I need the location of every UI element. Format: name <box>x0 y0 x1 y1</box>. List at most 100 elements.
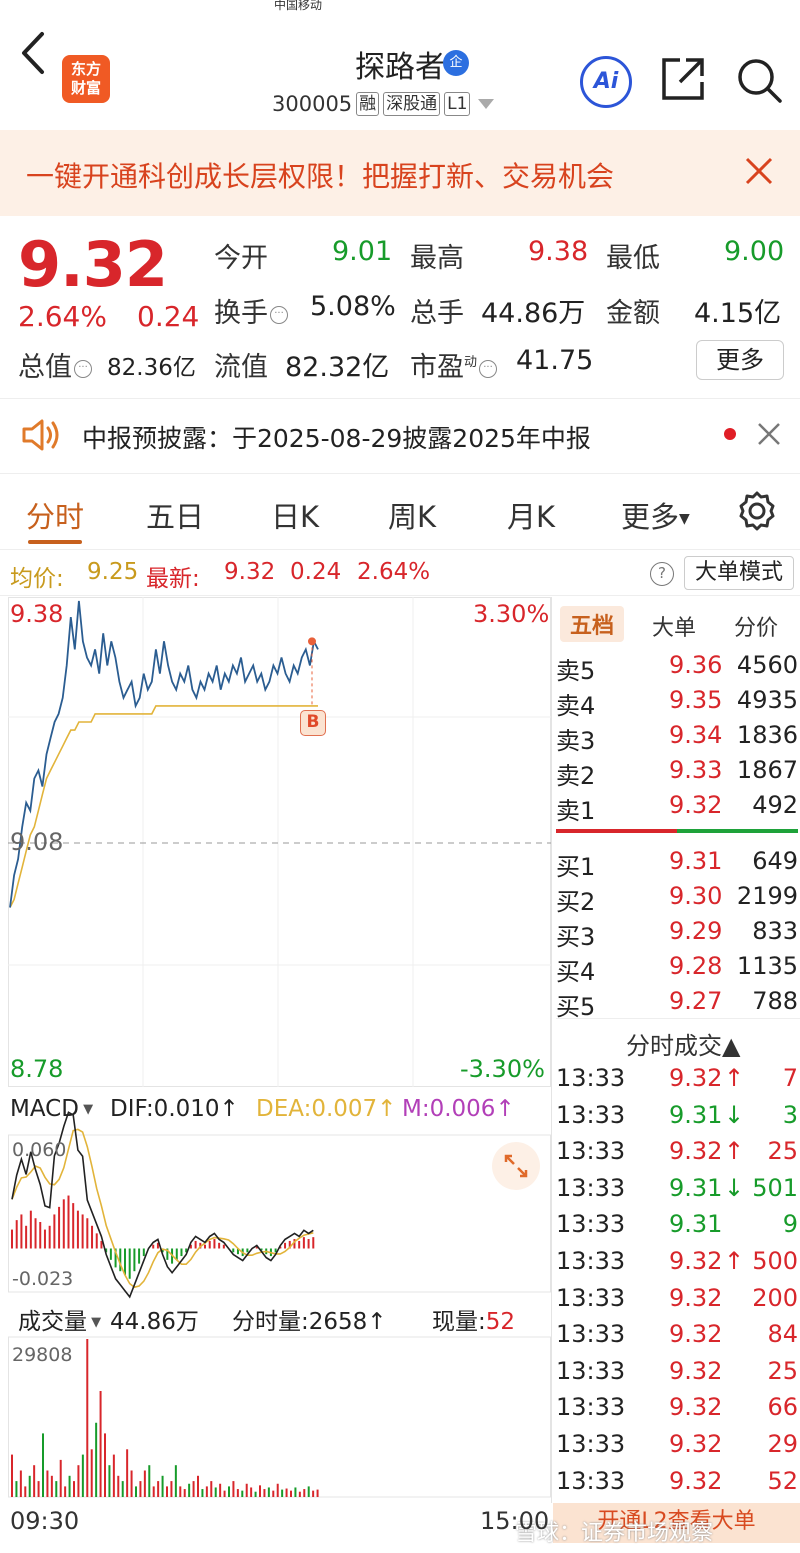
trade-volume: 52 <box>767 1466 798 1495</box>
price-grid <box>8 597 551 1087</box>
intraday-charts[interactable] <box>8 597 551 1503</box>
ask-row[interactable]: 卖2 9.33 1867 <box>556 756 798 791</box>
ask-level: 卖3 <box>556 727 596 755</box>
trade-volume: 66 <box>767 1393 798 1422</box>
trade-volume: 7 <box>782 1064 798 1092</box>
tab-more[interactable]: 更多▼ <box>621 494 690 536</box>
macd-max-label: 0.060 <box>12 1139 67 1161</box>
info-icon[interactable]: ··· <box>74 359 92 378</box>
share-icon[interactable] <box>660 56 706 102</box>
ask-row[interactable]: 卖5 9.36 4560 <box>556 651 798 686</box>
l2-upgrade-banner[interactable]: 开通L2查看大单 <box>553 1503 800 1543</box>
macd-frame <box>8 1134 551 1293</box>
last-label: 最新: <box>146 566 200 592</box>
ai-assistant-icon[interactable]: Ai <box>580 56 632 108</box>
open-value: 9.01 <box>332 236 393 267</box>
turnover-label: 换手 ··· <box>214 291 288 330</box>
buy-marker[interactable]: B <box>300 710 326 736</box>
pct-min-label: -3.30% <box>460 1055 545 1083</box>
big-order-mode-button[interactable]: 大单模式 <box>684 556 794 590</box>
info-icon[interactable]: ··· <box>479 359 498 378</box>
trade-direction: ↑ <box>724 1064 745 1092</box>
trade-row: 13:33 9.32 ↑ 500 <box>556 1247 800 1283</box>
bid-row[interactable]: 买1 9.31 649 <box>556 847 798 882</box>
trade-time: 13:33 <box>556 1320 626 1349</box>
bid-row[interactable]: 买4 9.28 1135 <box>556 952 798 987</box>
trade-row: 13:33 9.31 9 <box>556 1210 800 1246</box>
trade-price: 9.32 <box>669 1247 723 1275</box>
trade-volume: 25 <box>767 1356 798 1385</box>
turnover-label-text: 换手 <box>214 298 268 329</box>
tab-daily-k[interactable]: 日K <box>271 500 320 534</box>
trade-row: 13:33 9.32 ↑ 7 <box>556 1064 800 1100</box>
expand-icon[interactable] <box>492 1142 540 1190</box>
close-icon[interactable] <box>757 422 781 446</box>
volume-label: 总手 <box>410 298 464 329</box>
close-icon[interactable] <box>744 156 774 186</box>
bid-row[interactable]: 买3 9.29 833 <box>556 917 798 952</box>
high-label: 最高 <box>410 243 464 274</box>
trade-volume: 25 <box>767 1137 798 1166</box>
chg-pct: 2.64% <box>357 559 431 585</box>
trade-price: 9.31 <box>669 1210 723 1239</box>
last-value: 9.32 <box>224 559 276 585</box>
tab-five-levels[interactable]: 五档 <box>560 606 625 642</box>
volume-value: 44.86万 <box>481 298 586 329</box>
back-icon[interactable] <box>18 30 48 76</box>
trade-time: 13:33 <box>556 1173 626 1202</box>
bid-row[interactable]: 买2 9.30 2199 <box>556 882 798 917</box>
trade-time: 13:33 <box>556 1466 626 1495</box>
last-price: 9.32 <box>18 228 168 301</box>
tab-weekly-k[interactable]: 周K <box>388 500 437 534</box>
info-icon[interactable]: ··· <box>270 305 288 324</box>
tab-5day[interactable]: 五日 <box>146 500 205 534</box>
pe-label: 市盈动 ··· <box>410 345 498 384</box>
tab-monthly-k[interactable]: 月K <box>507 500 556 534</box>
trade-price: 9.32 <box>669 1320 723 1349</box>
trade-time: 13:33 <box>556 1137 626 1166</box>
chg-value: 0.24 <box>290 559 342 585</box>
watermark: 雪球：证券市场观察 <box>515 1521 714 1546</box>
gear-icon[interactable] <box>736 490 778 532</box>
stock-code-line[interactable]: 300005 融 深股通 L1 <box>272 92 496 116</box>
trade-price: 9.32 <box>669 1393 723 1422</box>
tab-intraday[interactable]: 分时 <box>26 500 85 534</box>
dea-label: DEA:0.007↑ <box>256 1096 397 1122</box>
bid-volume: 1135 <box>736 952 798 980</box>
change-value: 0.24 <box>137 300 200 333</box>
app-logo: 东方 财富 <box>62 55 110 103</box>
bid-volume: 788 <box>752 987 798 1015</box>
promo-banner[interactable]: 一键开通科创成长层权限！把握打新、交易机会 <box>0 130 800 216</box>
price-frame <box>8 597 551 1087</box>
trade-direction: ↓ <box>724 1173 745 1202</box>
notice-bar[interactable]: 中报预披露：于2025-08-29披露2025年中报 <box>0 398 800 474</box>
tab-big-orders[interactable]: 大单 <box>652 616 697 641</box>
trade-direction: ↓ <box>724 1100 745 1129</box>
chevron-down-icon <box>478 99 495 109</box>
search-icon[interactable] <box>735 56 783 104</box>
dea-line <box>11 1128 314 1289</box>
trade-row: 13:33 9.32 52 <box>556 1467 800 1503</box>
avg-price-line <box>9 705 318 908</box>
trade-time: 13:33 <box>556 1283 626 1312</box>
ask-volume: 1836 <box>736 721 798 749</box>
tab-price-distribution[interactable]: 分价 <box>734 616 779 641</box>
volume-select[interactable]: 成交量 ▼ <box>18 1302 101 1336</box>
trades-title[interactable]: 分时成交▲ <box>626 1032 741 1060</box>
pe-value: 41.75 <box>516 345 594 376</box>
ask-row[interactable]: 卖4 9.35 4935 <box>556 686 798 721</box>
trade-price: 9.32 <box>669 1283 723 1312</box>
dif-label: DIF:0.010↑ <box>110 1096 239 1122</box>
ask-row[interactable]: 卖3 9.34 1836 <box>556 721 798 756</box>
trade-time: 13:33 <box>556 1210 626 1239</box>
speaker-icon <box>22 419 59 451</box>
bid-level: 买4 <box>556 958 596 986</box>
help-icon[interactable]: ? <box>650 562 674 586</box>
pe-sup: 动 <box>464 355 478 370</box>
macd-select[interactable]: MACD ▼ <box>10 1096 93 1122</box>
bid-volume: 833 <box>752 917 798 945</box>
panel-divider <box>551 597 552 1503</box>
ask-row[interactable]: 卖1 9.32 492 <box>556 791 798 826</box>
more-button[interactable]: 更多 <box>696 340 784 380</box>
bid-row[interactable]: 买5 9.27 788 <box>556 987 798 1022</box>
